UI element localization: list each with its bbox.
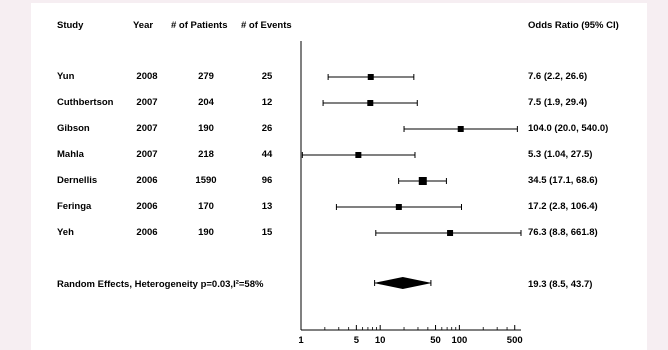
- header-patients: # of Patients: [171, 20, 228, 31]
- study-year: 2007: [136, 123, 158, 134]
- x-tick-label: 50: [430, 335, 441, 346]
- point-estimate: [457, 126, 464, 132]
- x-tick-label: 100: [451, 335, 468, 346]
- study-odds-ratio: 7.6 (2.2, 26.6): [528, 71, 588, 82]
- study-name: Cuthbertson: [57, 97, 114, 108]
- point-estimate: [447, 230, 454, 236]
- point-estimate: [367, 74, 374, 80]
- study-events: 25: [261, 71, 273, 82]
- point-estimate: [355, 152, 362, 158]
- study-events: 15: [261, 227, 273, 238]
- study-events: 13: [261, 201, 273, 212]
- header-study: Study: [57, 20, 84, 31]
- point-estimate: [367, 100, 374, 106]
- x-tick-label: 500: [506, 335, 523, 346]
- study-name: Yeh: [57, 227, 74, 238]
- study-odds-ratio: 17.2 (2.8, 106.4): [528, 201, 598, 212]
- study-year: 2006: [136, 227, 158, 238]
- study-name: Dernellis: [57, 175, 98, 186]
- x-tick-label: 1: [298, 335, 304, 346]
- header-year: Year: [133, 20, 154, 31]
- study-events: 96: [261, 175, 273, 186]
- study-name: Feringa: [57, 201, 92, 212]
- study-events: 44: [261, 149, 273, 160]
- study-patients: 218: [198, 149, 214, 160]
- summary-diamond: [373, 277, 432, 289]
- point-estimate: [418, 177, 427, 185]
- study-year: 2007: [136, 149, 158, 160]
- study-name: Yun: [57, 71, 75, 82]
- study-odds-ratio: 5.3 (1.04, 27.5): [528, 149, 593, 160]
- study-year: 2006: [136, 175, 158, 186]
- study-odds-ratio: 7.5 (1.9, 29.4): [528, 97, 588, 108]
- study-patients: 190: [198, 227, 214, 238]
- header-odds-ratio: Odds Ratio (95% CI): [528, 20, 619, 31]
- header-events: # of Events: [241, 20, 292, 31]
- summary-label: Random Effects, Heterogeneity p=0.03,I²=…: [57, 279, 264, 290]
- study-year: 2006: [136, 201, 158, 212]
- study-name: Gibson: [57, 123, 90, 134]
- summary-odds-ratio: 19.3 (8.5, 43.7): [528, 279, 593, 290]
- point-estimate: [395, 204, 402, 210]
- study-events: 12: [261, 97, 273, 108]
- study-year: 2008: [136, 71, 158, 82]
- x-tick-label: 10: [374, 335, 386, 346]
- study-odds-ratio: 76.3 (8.8, 661.8): [528, 227, 598, 238]
- study-name: Mahla: [57, 149, 84, 160]
- study-events: 26: [261, 123, 273, 134]
- study-patients: 170: [198, 201, 214, 212]
- study-odds-ratio: 34.5 (17.1, 68.6): [528, 175, 598, 186]
- study-patients: 190: [198, 123, 214, 134]
- study-patients: 279: [198, 71, 214, 82]
- x-tick-label: 5: [353, 335, 359, 346]
- study-odds-ratio: 104.0 (20.0, 540.0): [528, 123, 609, 134]
- study-year: 2007: [136, 97, 158, 108]
- study-patients: 1590: [195, 175, 217, 186]
- study-patients: 204: [198, 97, 214, 108]
- forest-plot-panel: [31, 3, 647, 350]
